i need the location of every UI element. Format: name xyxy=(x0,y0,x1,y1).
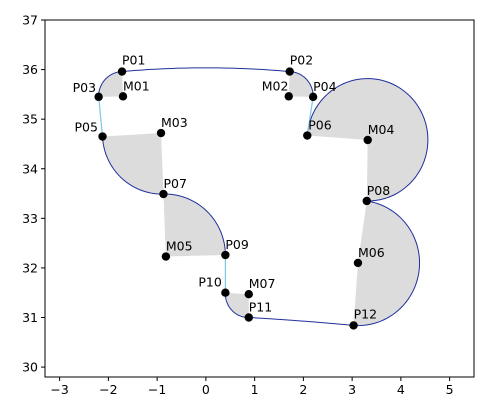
label-m02: M02 xyxy=(262,78,289,93)
arc-m05 xyxy=(163,193,226,256)
label-p04: P04 xyxy=(313,79,336,94)
label-m04: M04 xyxy=(368,122,395,137)
point-p08 xyxy=(362,196,371,206)
label-p07: P07 xyxy=(163,176,186,191)
point-p07 xyxy=(159,189,168,199)
label-p11: P11 xyxy=(249,300,272,315)
label-p01: P01 xyxy=(122,53,145,68)
point-m07 xyxy=(244,289,253,299)
arc-m04 xyxy=(306,78,429,202)
y-tick-label: 34 xyxy=(22,161,38,176)
label-m06: M06 xyxy=(358,245,385,260)
x-tick-label: 1 xyxy=(251,382,259,397)
sector-m01 xyxy=(98,71,123,97)
sector-m05 xyxy=(163,194,226,257)
path-curve xyxy=(98,67,429,327)
sector-m07 xyxy=(225,292,249,318)
x-tick-label: 0 xyxy=(202,382,210,397)
arc-m03 xyxy=(102,136,164,195)
x-tick-label: 3 xyxy=(348,382,356,397)
y-tick-label: 30 xyxy=(22,360,38,375)
point-p06 xyxy=(303,131,312,140)
point-p11 xyxy=(244,313,253,322)
point-p05 xyxy=(98,132,107,141)
curve-p01-p02 xyxy=(121,67,290,73)
x-tick-label: −3 xyxy=(50,382,68,397)
label-m07: M07 xyxy=(249,276,276,291)
segment-p03-p05 xyxy=(98,96,104,137)
point-p02 xyxy=(285,67,294,76)
y-tick-label: 35 xyxy=(22,112,38,127)
x-tick-label: −2 xyxy=(99,382,117,397)
label-m05: M05 xyxy=(166,239,193,254)
point-markers xyxy=(94,67,372,330)
arc-m06 xyxy=(353,200,421,327)
x-tick-label: 2 xyxy=(299,382,307,397)
point-m06 xyxy=(353,258,363,268)
y-tick-label: 33 xyxy=(22,211,38,226)
point-p12 xyxy=(349,321,358,330)
point-m03 xyxy=(156,128,166,138)
sector-m03 xyxy=(102,133,164,195)
label-p05: P05 xyxy=(75,120,98,135)
point-m01 xyxy=(118,92,128,101)
label-p02: P02 xyxy=(290,53,313,68)
y-tick-label: 36 xyxy=(22,62,38,77)
y-tick-label: 31 xyxy=(22,310,38,325)
plot-frame xyxy=(44,19,475,378)
arc-m01 xyxy=(98,71,123,97)
label-p06: P06 xyxy=(308,118,331,133)
x-tick-label: −1 xyxy=(148,382,166,397)
label-m01: M01 xyxy=(123,78,150,93)
label-p12: P12 xyxy=(354,306,377,321)
segment-p04-p06 xyxy=(306,96,314,136)
label-p03: P03 xyxy=(73,80,96,95)
point-p04 xyxy=(308,92,318,102)
point-labels: P01 P02 P03 P04 P05 P06 P07 P08 P09 P10 P11 P12 M01 M… xyxy=(73,53,395,322)
sector-m02 xyxy=(288,71,314,97)
y-axis-ticks: 30 31 32 33 34 35 36 37 xyxy=(22,13,45,375)
arc-m02 xyxy=(289,71,314,97)
label-p09: P09 xyxy=(225,237,248,252)
y-tick-label: 32 xyxy=(22,260,38,275)
sector-m06 xyxy=(353,200,420,326)
x-tick-label: 5 xyxy=(446,382,454,397)
point-m05 xyxy=(161,252,171,261)
y-tick-label: 37 xyxy=(22,13,38,28)
point-p01 xyxy=(117,67,127,76)
point-p10 xyxy=(221,288,230,297)
x-axis-ticks: −3 −2 −1 0 1 2 3 4 5 xyxy=(50,377,454,397)
label-p10: P10 xyxy=(198,275,221,290)
label-m03: M03 xyxy=(161,115,188,130)
point-m02 xyxy=(284,92,293,101)
point-p03 xyxy=(94,92,103,102)
label-p08: P08 xyxy=(367,183,390,198)
arc-m07 xyxy=(224,292,249,318)
x-tick-label: 4 xyxy=(397,382,405,397)
point-m04 xyxy=(363,135,372,145)
curve-p11-p12 xyxy=(248,317,354,326)
point-p09 xyxy=(221,250,230,260)
